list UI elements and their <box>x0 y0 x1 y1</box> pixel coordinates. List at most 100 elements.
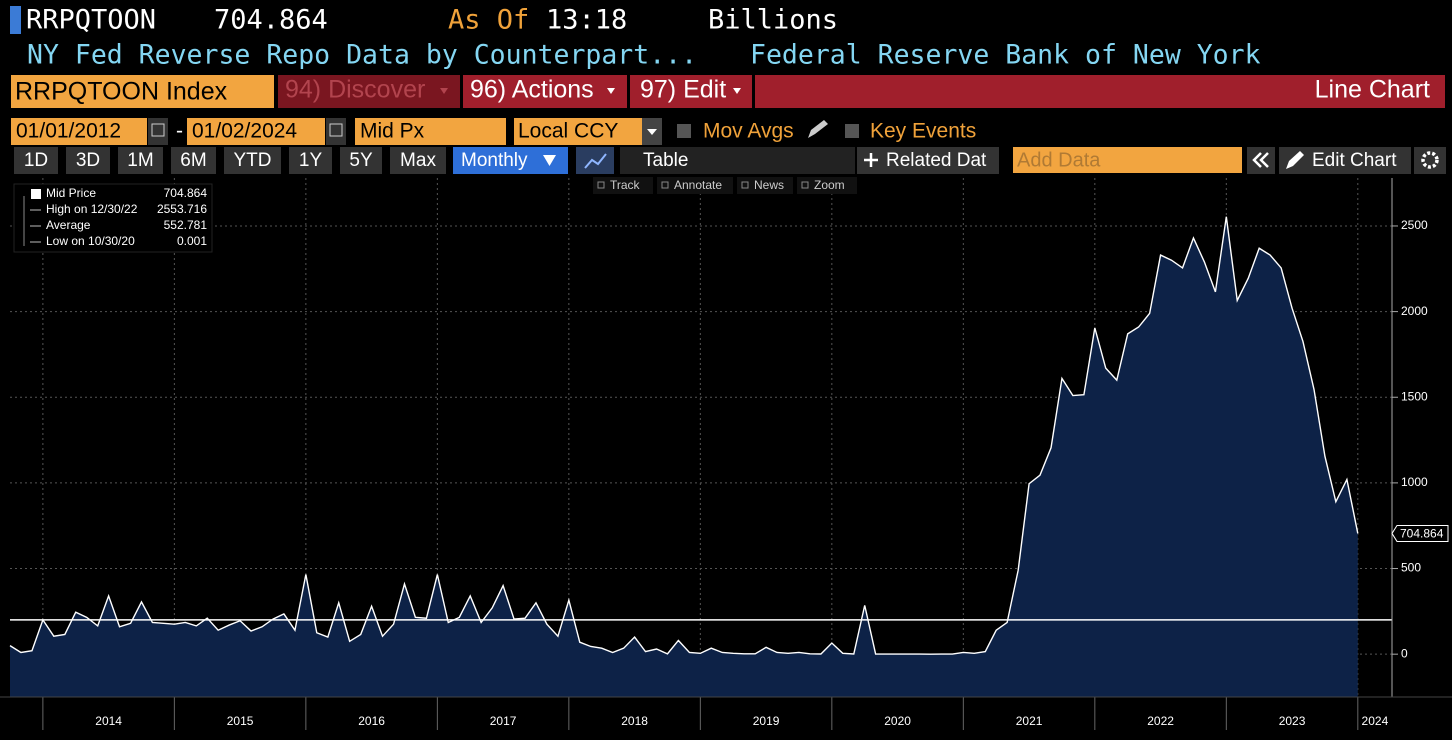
legend-value: 704.864 <box>164 186 208 200</box>
chart-icon <box>584 153 607 169</box>
key-events: Key Events <box>870 120 976 143</box>
legend: Mid Price 704.864 High on 12/30/22 2553.716… <box>13 183 213 253</box>
edit-button[interactable] <box>630 75 752 108</box>
security: RRPQTOON Index <box>15 78 228 106</box>
currency-input[interactable] <box>514 118 642 145</box>
range-button[interactable] <box>66 147 110 174</box>
area <box>10 216 1358 698</box>
discover-button[interactable] <box>278 75 460 108</box>
x-tick-label: 2024 <box>1362 714 1389 728</box>
range-label: 6M <box>180 150 206 171</box>
calendar-icon <box>329 123 343 137</box>
range-label: 1M <box>127 150 153 171</box>
mov-avgs: Mov Avgs <box>703 120 794 143</box>
range-label: Max <box>400 150 436 171</box>
tool-icon <box>597 181 605 189</box>
line-chart-button[interactable] <box>576 147 614 174</box>
range-button[interactable] <box>340 147 382 174</box>
range-label: 3D <box>76 150 100 171</box>
range-button[interactable] <box>224 147 281 174</box>
x-tick-label: 2018 <box>621 714 648 728</box>
dropdown-icon <box>543 155 556 166</box>
y-tick-label: 2000 <box>1401 304 1428 318</box>
legend-label: Low on 10/30/20 <box>46 234 135 248</box>
dropdown-icon <box>733 88 741 94</box>
range-button[interactable] <box>171 147 216 174</box>
y-tick-label: 2500 <box>1401 218 1428 232</box>
start-date-input[interactable] <box>11 118 147 145</box>
x-tick-label: 2015 <box>227 714 254 728</box>
ticker: RRPQTOON <box>26 5 156 36</box>
tool-icon <box>661 181 669 189</box>
price: 704.864 <box>214 5 328 36</box>
discover: 94) Discover <box>285 76 425 104</box>
x-tick-label: 2022 <box>1147 714 1174 728</box>
actions-button[interactable] <box>463 75 627 108</box>
tool-button[interactable] <box>737 177 793 194</box>
calendar-button[interactable] <box>326 118 346 145</box>
x-tick-label: 2014 <box>95 714 122 728</box>
table-button[interactable] <box>620 147 855 174</box>
security-input[interactable] <box>11 75 274 108</box>
field-input[interactable] <box>355 118 506 145</box>
view-bar <box>755 75 1445 108</box>
tool-label: Track <box>610 178 641 192</box>
gear-icon <box>1421 151 1439 169</box>
add-data-input[interactable] <box>1013 147 1242 173</box>
x-tick-label: 2023 <box>1279 714 1306 728</box>
legend-value: 2553.716 <box>157 202 207 216</box>
calendar-icon <box>151 123 165 137</box>
edit-chart: Edit Chart <box>1312 150 1397 171</box>
last-value-label: 704.864 <box>1400 527 1444 541</box>
key-events-checkbox[interactable] <box>845 124 859 138</box>
end-date: 01/02/2024 <box>192 120 297 143</box>
tool-icon <box>801 181 809 189</box>
legend-box <box>13 183 213 253</box>
date-separator: - <box>176 120 183 143</box>
range-button[interactable] <box>289 147 332 174</box>
y-tick-label: 500 <box>1401 561 1421 575</box>
range-button[interactable] <box>390 147 446 174</box>
calendar-button[interactable] <box>148 118 168 145</box>
start-date: 01/01/2012 <box>16 120 121 143</box>
tool-button[interactable] <box>593 177 653 194</box>
table: Table <box>643 150 688 171</box>
related-data-button[interactable] <box>857 147 999 174</box>
y-tick-label: 1500 <box>1401 389 1428 403</box>
y-tick-label: 1000 <box>1401 475 1428 489</box>
legend-value: 552.781 <box>164 218 208 232</box>
collapse-icon <box>1259 152 1269 168</box>
legend-label: Average <box>46 218 91 232</box>
range-button[interactable] <box>14 147 58 174</box>
tool-button[interactable] <box>797 177 857 194</box>
dropdown-icon <box>607 88 615 94</box>
time: 13:18 <box>546 5 627 36</box>
settings-button[interactable] <box>1414 147 1446 174</box>
related-data: Related Dat <box>886 150 987 171</box>
tool-label: Zoom <box>814 178 845 192</box>
currency: Local CCY <box>518 120 618 143</box>
frequency: Monthly <box>461 150 528 171</box>
end-date-input[interactable] <box>187 118 325 145</box>
line <box>9 216 1359 655</box>
legend-value: 0.001 <box>177 234 207 248</box>
range-label: 1D <box>24 150 48 171</box>
x-tick-label: 2017 <box>490 714 517 728</box>
edit: 97) Edit <box>640 76 726 104</box>
range-label: 1Y <box>299 150 323 171</box>
chart: 0 500 1000 1500 2000 2500 2014 2015 2016 2017 2018… <box>0 178 1452 730</box>
edit-chart-button[interactable] <box>1279 147 1411 174</box>
mov-avgs-checkbox[interactable] <box>677 124 691 138</box>
tool-button[interactable] <box>657 177 733 194</box>
legend-label: Mid Price <box>46 186 96 200</box>
view: Line Chart <box>1315 76 1430 104</box>
actions: 96) Actions <box>470 76 594 104</box>
dropdown-icon <box>647 129 657 135</box>
range-button[interactable] <box>118 147 163 174</box>
x-tick-label: 2020 <box>884 714 911 728</box>
units: Billions <box>708 5 838 36</box>
pencil-icon[interactable] <box>808 120 828 138</box>
collapse-icon <box>1252 152 1262 168</box>
